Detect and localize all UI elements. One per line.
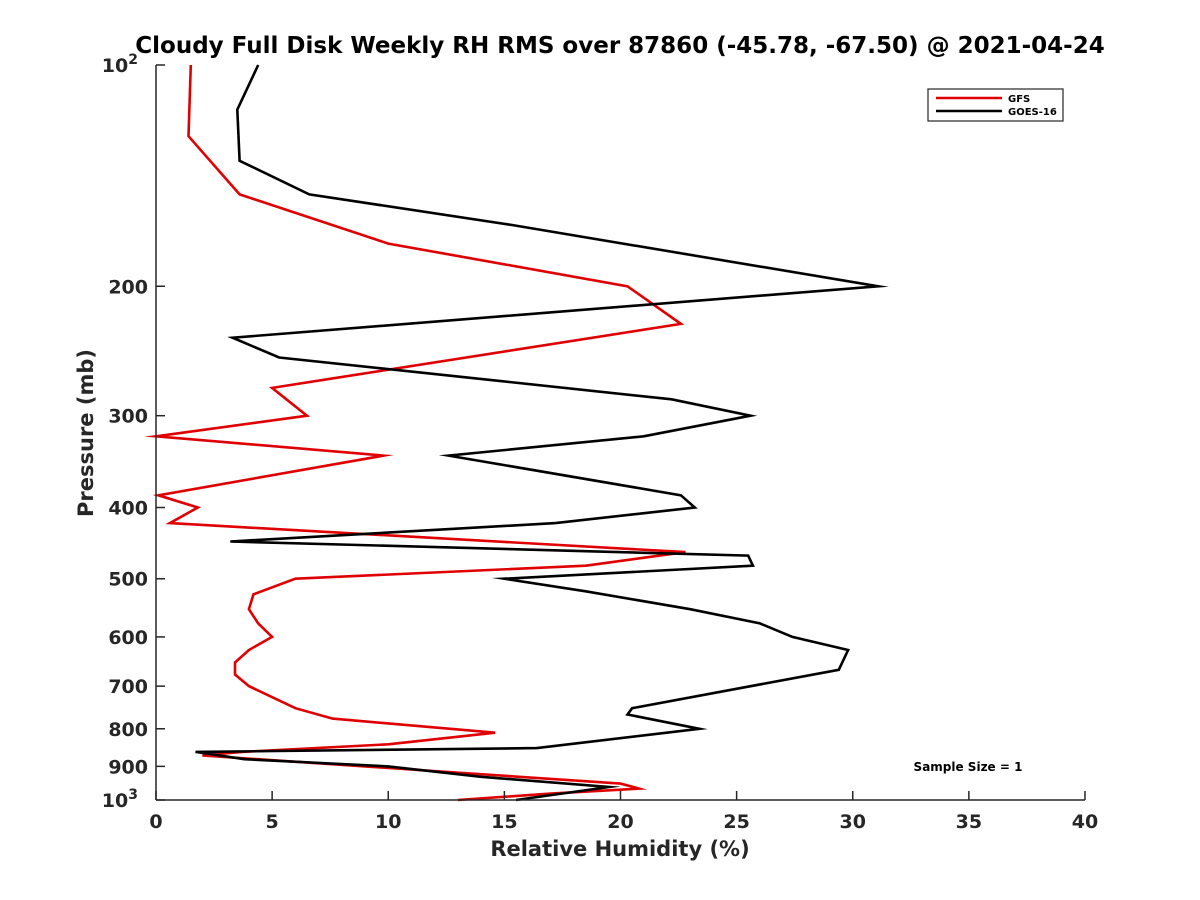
series-line-gfs <box>144 64 686 802</box>
y-axis-label: Pressure (mb) <box>74 349 98 517</box>
series-line-goes-16 <box>195 64 889 802</box>
x-tick-label: 15 <box>491 811 517 833</box>
x-tick-label: 5 <box>266 811 279 833</box>
legend-label: GFS <box>1008 94 1030 105</box>
axes: 0 5 10 15 20 25 30 35 40 102 200 300 400 500 600 700 800… <box>102 52 1098 833</box>
x-tick-label: 10 <box>375 811 401 833</box>
x-tick-label: 40 <box>1072 811 1098 833</box>
y-tick-label: 102 <box>102 52 138 77</box>
x-axis-label: Relative Humidity (%) <box>490 837 749 861</box>
chart-title: Cloudy Full Disk Weekly RH RMS over 8786… <box>135 33 1104 59</box>
legend-label: GOES-16 <box>1008 107 1057 118</box>
sample-size-annotation: Sample Size = 1 <box>914 760 1023 774</box>
x-tick-label: 25 <box>723 811 749 833</box>
series-layer <box>144 64 889 802</box>
y-tick-label: 500 <box>108 569 148 591</box>
y-tick-label: 300 <box>108 406 148 428</box>
y-tick-label: 200 <box>108 276 148 298</box>
y-tick-label: 800 <box>108 719 148 741</box>
x-tick-label: 20 <box>607 811 633 833</box>
legend-box <box>927 88 1064 122</box>
y-tick-label: 900 <box>108 756 148 778</box>
x-tick-label: 0 <box>149 811 162 833</box>
y-tick-label: 700 <box>108 676 148 698</box>
y-tick-label: 400 <box>108 498 148 520</box>
y-tick-label: 600 <box>108 627 148 649</box>
x-tick-label: 35 <box>956 811 982 833</box>
x-tick-label: 30 <box>840 811 866 833</box>
y-tick-label: 103 <box>102 787 138 812</box>
legend: GFS GOES-16 <box>927 88 1064 122</box>
